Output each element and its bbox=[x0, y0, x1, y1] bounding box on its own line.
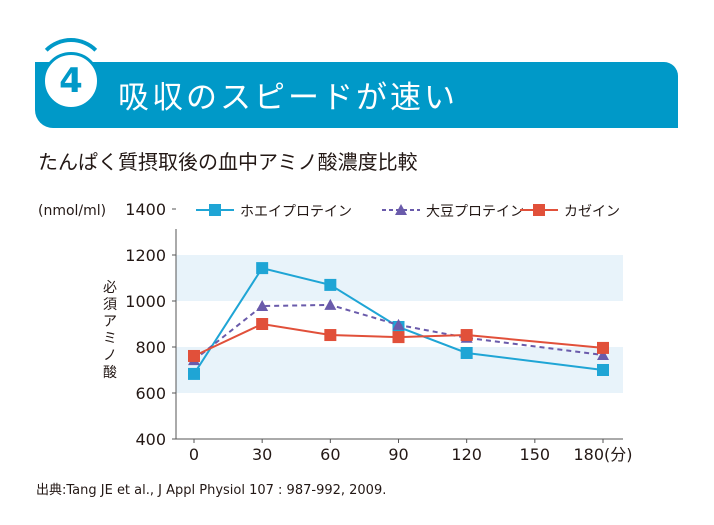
data-point bbox=[256, 262, 269, 275]
series-line bbox=[193, 266, 604, 375]
y-band bbox=[176, 255, 623, 301]
data-point bbox=[324, 278, 337, 291]
data-point bbox=[460, 329, 473, 342]
decorative-arc bbox=[34, 38, 108, 112]
data-point bbox=[392, 318, 405, 330]
y-axis-label-char: ア bbox=[103, 314, 117, 330]
x-tick-label: 90 bbox=[388, 445, 408, 464]
y-axis-label-char: ノ bbox=[103, 348, 117, 364]
y-unit-label: (nmol/ml) bbox=[38, 203, 106, 219]
data-point bbox=[256, 300, 269, 312]
y-tick-label: 1200 bbox=[125, 246, 166, 265]
data-point bbox=[188, 349, 200, 362]
section-number: 4 bbox=[42, 52, 100, 110]
legend-marker bbox=[395, 204, 407, 215]
series-line bbox=[193, 303, 604, 361]
legend-label: ホエイプロテイン bbox=[240, 204, 352, 220]
series-line bbox=[193, 322, 604, 357]
legend-marker bbox=[533, 204, 545, 216]
banner-title: 吸収のスピードが速い bbox=[118, 80, 458, 116]
chart-subtitle: たんぱく質摂取後の血中アミノ酸濃度比較 bbox=[38, 150, 418, 174]
x-tick-label: 30 bbox=[252, 445, 272, 464]
x-tick-label: 60 bbox=[320, 445, 340, 464]
y-tick-label: 1400 bbox=[125, 200, 166, 219]
y-axis-label-char: 必 bbox=[103, 280, 117, 296]
y-axis-label-char: 酸 bbox=[103, 365, 117, 381]
data-point bbox=[324, 298, 337, 310]
data-point bbox=[597, 349, 609, 361]
y-tick-label: 400 bbox=[135, 430, 166, 449]
legend-label: 大豆プロテイン bbox=[426, 204, 524, 220]
x-tick-label: 150 bbox=[520, 445, 551, 464]
y-tick-label: 1000 bbox=[125, 292, 166, 311]
y-axis-label-char: 須 bbox=[103, 297, 117, 313]
data-point bbox=[256, 318, 269, 330]
y-tick-label: 800 bbox=[135, 338, 166, 357]
source-citation: 出典:Tang JE et al., J Appl Physiol 107 : … bbox=[36, 483, 387, 498]
data-point bbox=[597, 341, 609, 354]
x-tick-label: 180(分) bbox=[573, 445, 632, 464]
data-point bbox=[188, 367, 200, 380]
data-point bbox=[460, 346, 473, 359]
data-point bbox=[324, 329, 337, 342]
y-band bbox=[176, 347, 623, 393]
data-point bbox=[392, 331, 405, 344]
x-tick-label: 120 bbox=[451, 445, 482, 464]
y-tick-label: 600 bbox=[135, 384, 166, 403]
y-axis-label-char: ミ bbox=[103, 331, 117, 347]
x-tick-label: 0 bbox=[189, 445, 199, 464]
legend-label: カゼイン bbox=[564, 204, 620, 220]
data-point bbox=[597, 364, 609, 376]
legend-marker bbox=[209, 204, 221, 216]
title-banner bbox=[35, 62, 678, 128]
